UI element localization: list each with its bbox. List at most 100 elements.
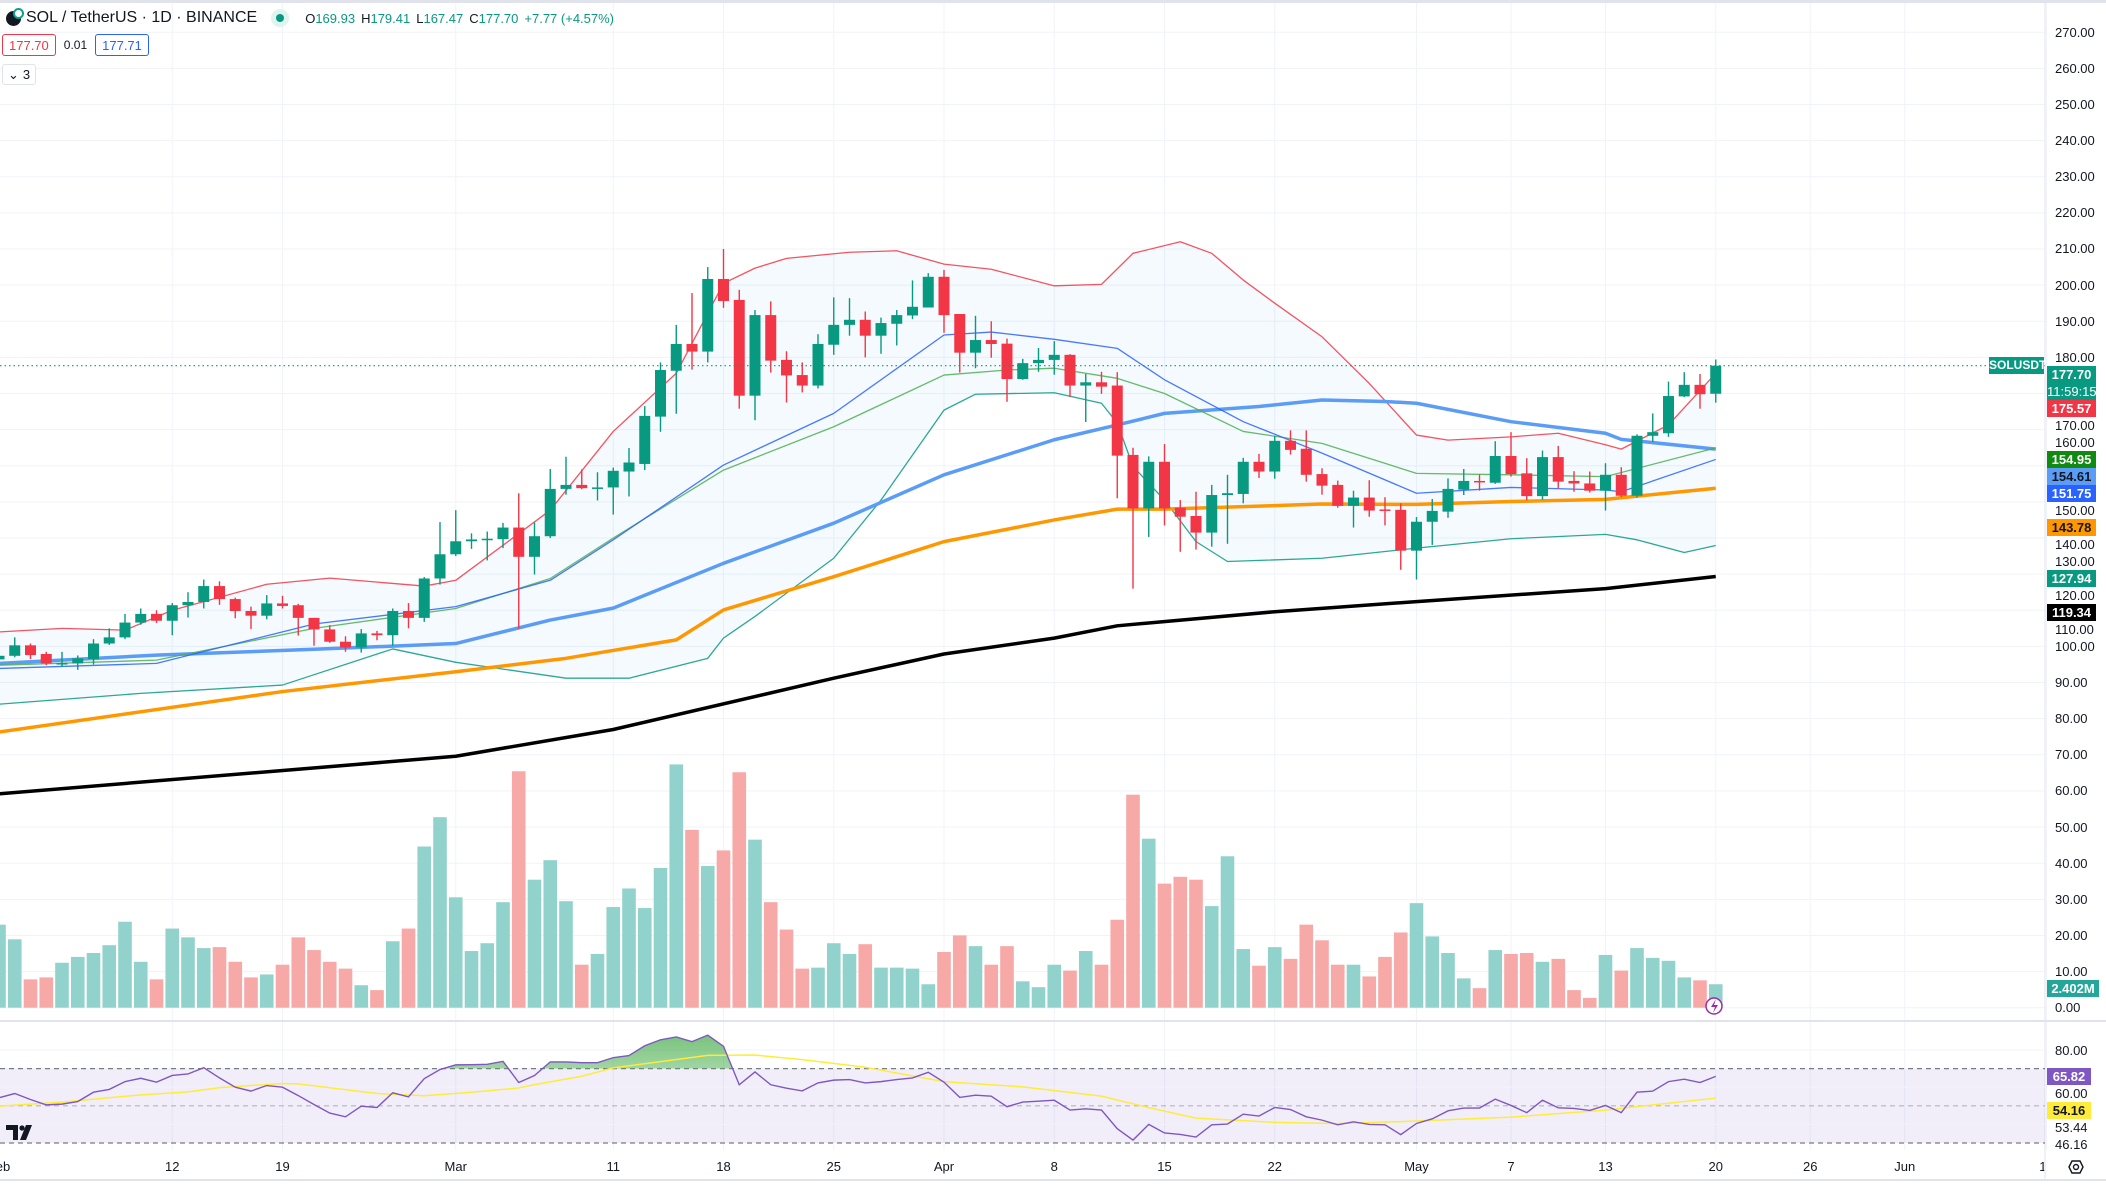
candle-body: [466, 539, 477, 542]
volume-bars: [0, 764, 1723, 1008]
candle-body: [560, 484, 572, 489]
volume-bar: [1598, 954, 1613, 1008]
price-axis-label: 270.00: [2055, 24, 2095, 40]
volume-bar: [70, 956, 85, 1008]
candle-body: [812, 344, 824, 386]
rsi-value-label: 46.16: [2055, 1136, 2088, 1152]
candle-body: [576, 484, 588, 489]
settings-gear-icon[interactable]: [2068, 1160, 2084, 1174]
volume-bar: [385, 941, 400, 1008]
candle: [749, 310, 761, 421]
buy-button[interactable]: 177.71: [95, 34, 149, 56]
candle-body: [229, 599, 241, 612]
volume-bar: [700, 866, 715, 1008]
candle: [733, 289, 745, 409]
volume-bar: [1015, 981, 1030, 1008]
candle-body: [1033, 359, 1044, 364]
volume-bar: [1378, 956, 1392, 1008]
candle-body: [9, 645, 21, 656]
candle: [1316, 468, 1328, 495]
candle: [1048, 341, 1060, 375]
price-axis-label: 60.00: [2055, 783, 2088, 799]
candle: [434, 522, 446, 585]
volume-bar: [1267, 947, 1282, 1008]
volume-bar: [1031, 987, 1046, 1008]
candle: [1111, 372, 1123, 499]
candle-body: [1332, 484, 1344, 506]
candle: [529, 522, 540, 575]
candle: [466, 533, 477, 549]
candle: [1678, 372, 1690, 398]
sell-button[interactable]: 177.70: [2, 34, 56, 56]
volume-bar: [1456, 978, 1471, 1008]
candle-body: [529, 536, 540, 557]
price-value-label: 151.75: [2047, 484, 2096, 502]
candle-body: [607, 470, 619, 488]
volume-bar: [858, 944, 873, 1008]
price-axis-label: 110.00: [2055, 621, 2094, 637]
candle: [954, 314, 966, 373]
sol-logo-icon: [6, 7, 24, 26]
candle-body: [1458, 480, 1470, 490]
indicators-toggle-button[interactable]: ⌄ 3: [2, 64, 37, 85]
volume-bar: [322, 961, 337, 1008]
candle: [1710, 359, 1722, 403]
close-label: C: [469, 10, 479, 26]
candle-body: [686, 344, 698, 352]
candle: [859, 311, 871, 358]
label-value: 119.34: [2051, 604, 2092, 620]
price-axis-label: 20.00: [2055, 927, 2088, 943]
time-axis-label: 20: [1708, 1159, 1723, 1174]
rsi-pane: [0, 1034, 2045, 1144]
candle: [1568, 471, 1580, 492]
volume-bar: [748, 839, 762, 1008]
countdown-timer: 11:59:15: [2047, 383, 2097, 399]
volume-bar: [118, 921, 132, 1008]
volume-bar: [338, 968, 353, 1008]
volume-bar: [1110, 919, 1125, 1008]
candle-body: [670, 344, 682, 371]
candle: [938, 269, 950, 333]
candle: [25, 643, 36, 660]
volume-bar: [0, 924, 6, 1008]
gear-center: [2072, 1163, 2080, 1171]
volume-bar: [354, 985, 369, 1008]
indicator-line: [0, 486, 1716, 734]
candle-body: [1584, 483, 1596, 491]
price-value-label: 177.70 11:59:15: [2047, 365, 2097, 400]
candle: [56, 651, 68, 668]
candle-body: [308, 617, 320, 630]
volume-bar: [370, 990, 384, 1008]
volume-bar: [1330, 964, 1345, 1008]
price-axis-label: 170.00: [2055, 417, 2095, 433]
candle: [922, 273, 934, 308]
lightning-icon[interactable]: [1705, 997, 1723, 1015]
candle: [702, 267, 714, 363]
candle-body: [103, 637, 115, 644]
candle-body: [1017, 363, 1029, 380]
volume-bar: [1204, 906, 1219, 1008]
low-value: 167.47: [423, 10, 464, 26]
candle: [1001, 338, 1013, 402]
time-axis-label: Jun: [1894, 1159, 1916, 1174]
volume-bar: [1299, 924, 1314, 1008]
price-axis-label: 90.00: [2055, 675, 2088, 691]
candle: [1631, 434, 1643, 498]
candle-body: [1096, 382, 1107, 387]
candle-body: [655, 370, 666, 417]
time-axis-label: 25: [826, 1159, 841, 1174]
candle: [1411, 517, 1422, 580]
volume-bar: [401, 928, 416, 1008]
candle-body: [922, 276, 934, 308]
candle-body: [371, 633, 383, 636]
symbol-title[interactable]: SOL / TetherUS · 1D · BINANCE: [26, 9, 258, 26]
candle-body: [1505, 456, 1517, 475]
candle-body: [733, 299, 745, 396]
candle-body: [151, 613, 162, 621]
volume-bar: [921, 984, 936, 1008]
candle-body: [544, 488, 556, 537]
volume-bar: [685, 829, 699, 1008]
candle-body: [1174, 507, 1186, 517]
candle-body: [1143, 461, 1155, 509]
